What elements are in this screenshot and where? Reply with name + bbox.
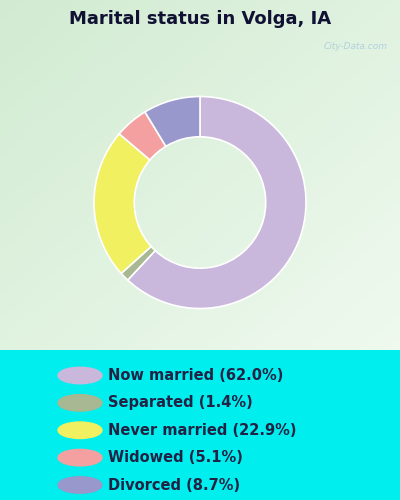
Wedge shape: [121, 246, 155, 280]
Text: City-Data.com: City-Data.com: [324, 42, 388, 51]
Circle shape: [58, 367, 102, 384]
Text: Now married (62.0%): Now married (62.0%): [108, 368, 283, 383]
Text: Widowed (5.1%): Widowed (5.1%): [108, 450, 243, 465]
Text: Separated (1.4%): Separated (1.4%): [108, 396, 253, 410]
Wedge shape: [128, 96, 306, 308]
Circle shape: [58, 450, 102, 466]
Wedge shape: [145, 96, 200, 146]
Circle shape: [58, 394, 102, 411]
Text: Marital status in Volga, IA: Marital status in Volga, IA: [69, 10, 331, 29]
Wedge shape: [94, 134, 151, 274]
Circle shape: [58, 477, 102, 493]
Circle shape: [58, 422, 102, 438]
Text: Never married (22.9%): Never married (22.9%): [108, 422, 296, 438]
Text: Divorced (8.7%): Divorced (8.7%): [108, 478, 240, 492]
Wedge shape: [119, 112, 166, 160]
